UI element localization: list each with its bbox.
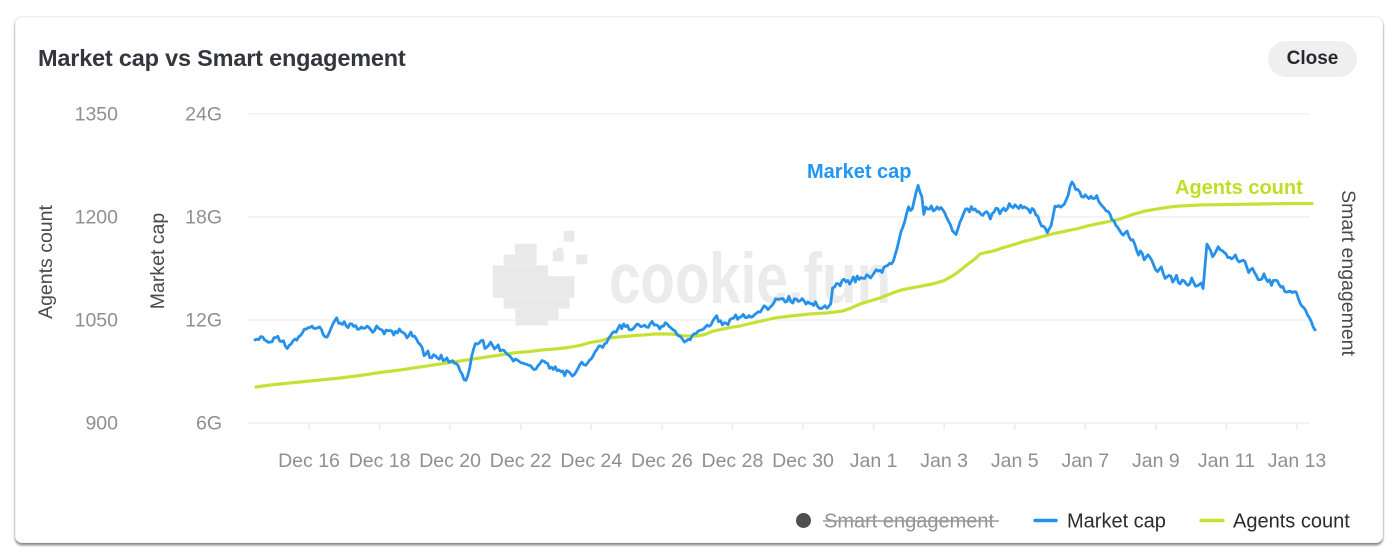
svg-text:Dec 20: Dec 20 [419, 450, 481, 472]
svg-text:1200: 1200 [75, 207, 119, 229]
svg-text:24G: 24G [185, 104, 222, 126]
svg-text:900: 900 [85, 413, 118, 435]
svg-text:Jan 11: Jan 11 [1198, 450, 1255, 472]
svg-text:Dec 30: Dec 30 [772, 450, 834, 472]
svg-text:Jan 7: Jan 7 [1061, 450, 1109, 472]
svg-text:Agents count: Agents count [1233, 511, 1350, 533]
svg-text:Market cap: Market cap [807, 161, 912, 183]
svg-text:Jan 13: Jan 13 [1268, 450, 1327, 472]
svg-text:Market cap: Market cap [1067, 511, 1166, 533]
svg-text:Agents count: Agents count [1175, 177, 1303, 199]
svg-text:1050: 1050 [75, 310, 119, 332]
svg-text:1350: 1350 [75, 104, 119, 126]
svg-text:Jan 9: Jan 9 [1132, 450, 1180, 472]
svg-text:Jan 3: Jan 3 [920, 450, 968, 472]
svg-text:Dec 24: Dec 24 [560, 450, 622, 472]
svg-text:Dec 28: Dec 28 [702, 450, 764, 472]
svg-text:12G: 12G [185, 310, 222, 332]
svg-text:Smart engagement: Smart engagement [1337, 190, 1359, 356]
svg-text:Dec 18: Dec 18 [349, 450, 411, 472]
svg-text:18G: 18G [185, 207, 222, 229]
svg-text:Agents count: Agents count [35, 205, 57, 319]
svg-text:6G: 6G [196, 413, 222, 435]
svg-text:Dec 26: Dec 26 [631, 450, 693, 472]
svg-text:Dec 22: Dec 22 [490, 450, 552, 472]
svg-text:Dec 16: Dec 16 [278, 450, 340, 472]
svg-text:Market cap: Market cap [147, 213, 169, 310]
svg-text:Jan 1: Jan 1 [850, 450, 898, 472]
svg-text:Jan 5: Jan 5 [991, 450, 1039, 472]
svg-text:cookie.fun: cookie.fun [609, 239, 891, 319]
